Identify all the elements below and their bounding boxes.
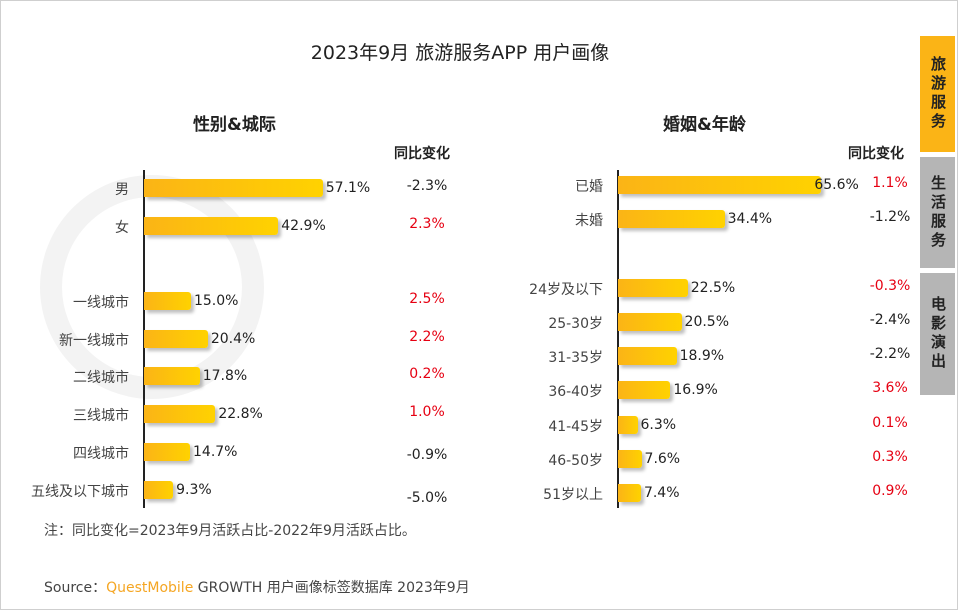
change-label: 0.3% bbox=[872, 449, 908, 465]
bar bbox=[618, 450, 642, 468]
tab-label: 旅游服务 bbox=[929, 56, 947, 132]
bar bbox=[618, 176, 822, 194]
tab-label: 电影演出 bbox=[929, 296, 947, 372]
category-label: 五线及以下城市 bbox=[31, 484, 129, 500]
tab-life-services[interactable]: 生活服务 bbox=[920, 157, 955, 268]
value-label: 18.9% bbox=[679, 348, 725, 364]
value-label: 20.4% bbox=[210, 331, 256, 347]
category-label: 46-50岁 bbox=[548, 453, 603, 469]
change-label: 1.0% bbox=[409, 404, 445, 420]
bar bbox=[618, 416, 638, 434]
change-label: 2.2% bbox=[409, 329, 445, 345]
category-label: 女 bbox=[115, 220, 129, 236]
y-axis-line bbox=[143, 170, 145, 508]
bar bbox=[144, 330, 208, 348]
value-label: 57.1% bbox=[325, 180, 371, 196]
chart-title-marriage-age: 婚姻&年龄 bbox=[663, 115, 746, 135]
value-label: 7.6% bbox=[644, 451, 681, 467]
change-label: 1.1% bbox=[872, 175, 908, 191]
change-label: 0.2% bbox=[409, 366, 445, 382]
value-label: 9.3% bbox=[176, 482, 212, 498]
category-label: 25-30岁 bbox=[548, 316, 603, 332]
change-header-right: 同比变化 bbox=[848, 146, 904, 162]
bar bbox=[144, 481, 174, 499]
value-label: 14.7% bbox=[193, 444, 238, 460]
bar bbox=[618, 484, 641, 502]
y-axis-line bbox=[617, 170, 619, 508]
source: Source：QuestMobile GROWTH 用户画像标签数据库 2023… bbox=[44, 577, 470, 597]
category-label: 新一线城市 bbox=[59, 333, 129, 349]
category-label: 三线城市 bbox=[73, 408, 129, 424]
change-label: 0.1% bbox=[872, 415, 908, 431]
change-label: -2.2% bbox=[869, 346, 911, 362]
category-label: 未婚 bbox=[575, 213, 603, 229]
change-label: 0.9% bbox=[872, 483, 908, 499]
tab-label: 生活服务 bbox=[929, 174, 947, 251]
category-label: 24岁及以下 bbox=[529, 282, 603, 298]
footnote: 注：同比变化=2023年9月活跃占比-2022年9月活跃占比。 bbox=[44, 523, 416, 539]
bar bbox=[144, 217, 279, 235]
category-label: 二线城市 bbox=[73, 370, 129, 386]
category-label: 41-45岁 bbox=[548, 419, 603, 435]
bar bbox=[144, 405, 216, 423]
change-label: -2.4% bbox=[869, 312, 911, 328]
source-brand: QuestMobile bbox=[106, 580, 194, 596]
value-label: 34.4% bbox=[727, 211, 773, 227]
change-label: 3.6% bbox=[872, 380, 908, 396]
value-label: 22.8% bbox=[218, 406, 263, 422]
value-label: 42.9% bbox=[281, 218, 326, 234]
bar bbox=[618, 313, 682, 331]
category-label: 四线城市 bbox=[73, 446, 129, 462]
change-label: -0.3% bbox=[869, 278, 911, 294]
category-label: 31-35岁 bbox=[548, 350, 603, 366]
source-text: GROWTH 用户画像标签数据库 2023年9月 bbox=[193, 580, 470, 596]
category-label: 36-40岁 bbox=[548, 384, 603, 400]
category-label: 已婚 bbox=[575, 179, 603, 195]
category-label: 一线城市 bbox=[73, 295, 129, 311]
watermark-logo bbox=[40, 175, 264, 399]
value-label: 65.6% bbox=[814, 177, 859, 193]
change-label: -1.2% bbox=[869, 209, 911, 225]
change-label: 2.3% bbox=[409, 216, 445, 232]
value-label: 20.5% bbox=[684, 314, 730, 330]
category-label: 男 bbox=[115, 182, 129, 198]
bar bbox=[618, 279, 688, 297]
value-label: 15.0% bbox=[193, 293, 239, 309]
category-label: 51岁以上 bbox=[543, 487, 603, 503]
change-label: 2.5% bbox=[409, 291, 445, 307]
bar bbox=[144, 179, 323, 197]
bar bbox=[144, 367, 200, 385]
value-label: 7.4% bbox=[643, 485, 680, 501]
change-header-left: 同比变化 bbox=[394, 146, 450, 162]
change-label: -0.9% bbox=[406, 447, 448, 463]
tab-travel-services[interactable]: 旅游服务 bbox=[920, 36, 955, 152]
chart-title-gender-city: 性别&城际 bbox=[193, 115, 276, 135]
value-label: 17.8% bbox=[202, 368, 248, 384]
change-label: -5.0% bbox=[406, 490, 448, 506]
bar bbox=[618, 381, 671, 399]
tab-movies-shows[interactable]: 电影演出 bbox=[920, 273, 955, 395]
source-prefix: Source： bbox=[44, 580, 107, 596]
value-label: 22.5% bbox=[690, 280, 736, 296]
value-label: 16.9% bbox=[673, 382, 718, 398]
bar bbox=[144, 292, 191, 310]
page-title: 2023年9月 旅游服务APP 用户画像 bbox=[310, 42, 610, 64]
bar bbox=[144, 443, 190, 461]
bar bbox=[618, 210, 725, 228]
bar bbox=[618, 347, 677, 365]
value-label: 6.3% bbox=[640, 417, 677, 433]
change-label: -2.3% bbox=[406, 178, 448, 194]
